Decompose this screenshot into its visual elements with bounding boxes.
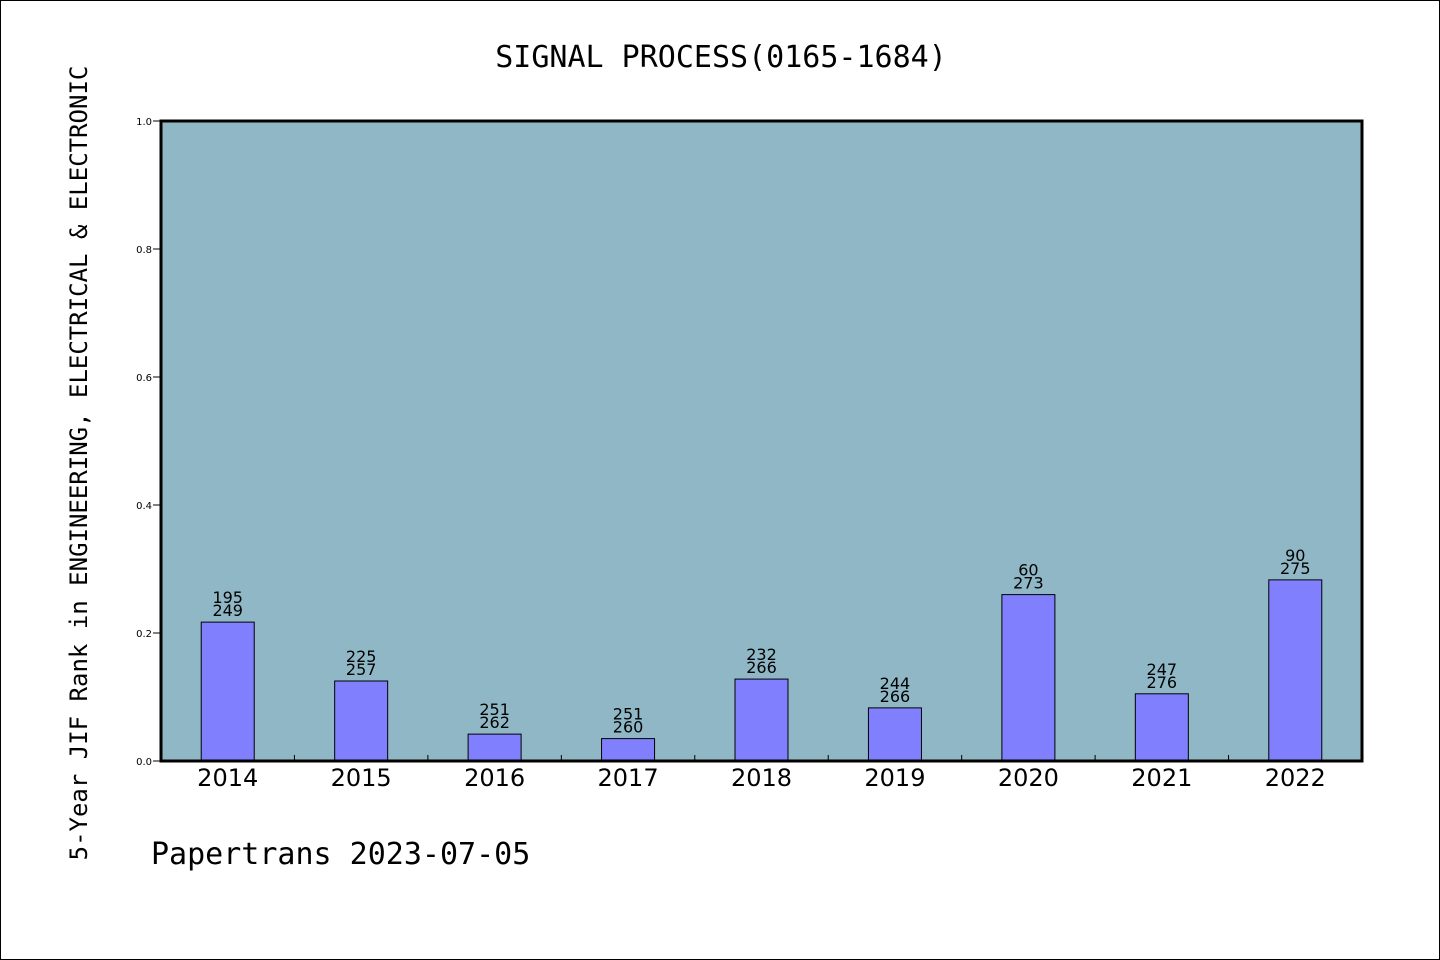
y-axis-label: 5-Year JIF Rank in ENGINEERING, ELECTRIC… [65,66,93,861]
y-tick-label: 0.8 [136,245,152,256]
x-tick-label: 2015 [331,764,392,792]
bar-label-bottom: 276 [1147,673,1178,692]
bar-label-bottom: 266 [746,658,777,677]
bar-label-top: 244 [880,674,911,693]
x-tick-label: 2018 [731,764,792,792]
bar-2016 [467,733,522,762]
bar-label-top: 232 [746,645,777,664]
y-tick-label: 0.0 [136,757,152,768]
bar-label-bottom: 260 [613,718,644,737]
bar-label-top: 60 [1018,561,1038,580]
plot-frame [159,119,1364,763]
y-axis-ticks: 0.0 0.2 0.4 0.6 0.8 1.0 [136,117,161,768]
bar-label-bottom: 257 [346,660,377,679]
bar-label-bottom: 275 [1280,559,1311,578]
x-axis-ticks: 2014 2015 2016 2017 2018 2019 2020 2021 2022 [197,755,1326,792]
x-tick-label: 2014 [197,764,258,792]
bar-label-bottom: 266 [880,687,911,706]
bar-label-bottom: 262 [479,713,510,732]
bar-2020 [1001,594,1056,762]
bar-2014 [200,621,255,762]
bar-2022 [1268,579,1323,762]
x-tick-label: 2021 [1131,764,1192,792]
chart-title: SIGNAL PROCESS(0165-1684) [495,40,947,75]
bar-2015 [334,680,389,762]
bar-label-bottom: 273 [1013,574,1044,593]
x-tick-label: 2017 [598,764,659,792]
x-tick-label: 2019 [864,764,925,792]
bar-label-top: 195 [212,588,243,607]
bar-label-top: 251 [479,700,510,719]
bars [200,579,1323,762]
bar-label-top: 225 [346,647,377,666]
bar-2019 [867,707,922,762]
y-tick-label: 0.6 [136,373,152,384]
y-tick-label: 0.2 [136,629,152,640]
bar-label-top: 247 [1147,660,1178,679]
bar-2021 [1134,693,1189,762]
y-tick-label: 0.4 [136,501,152,512]
bar-label-bottom: 249 [212,601,243,620]
y-tick-label: 1.0 [136,117,152,128]
bar-2018 [734,678,789,762]
x-tick-label: 2020 [998,764,1059,792]
footer-text: Papertrans 2023-07-05 [151,837,530,872]
bar-label-top: 90 [1285,546,1305,565]
plot-area [161,121,1362,761]
x-tick-label: 2016 [464,764,525,792]
bar-2017 [601,738,656,762]
bar-label-top: 251 [613,705,644,724]
x-tick-label: 2022 [1265,764,1326,792]
